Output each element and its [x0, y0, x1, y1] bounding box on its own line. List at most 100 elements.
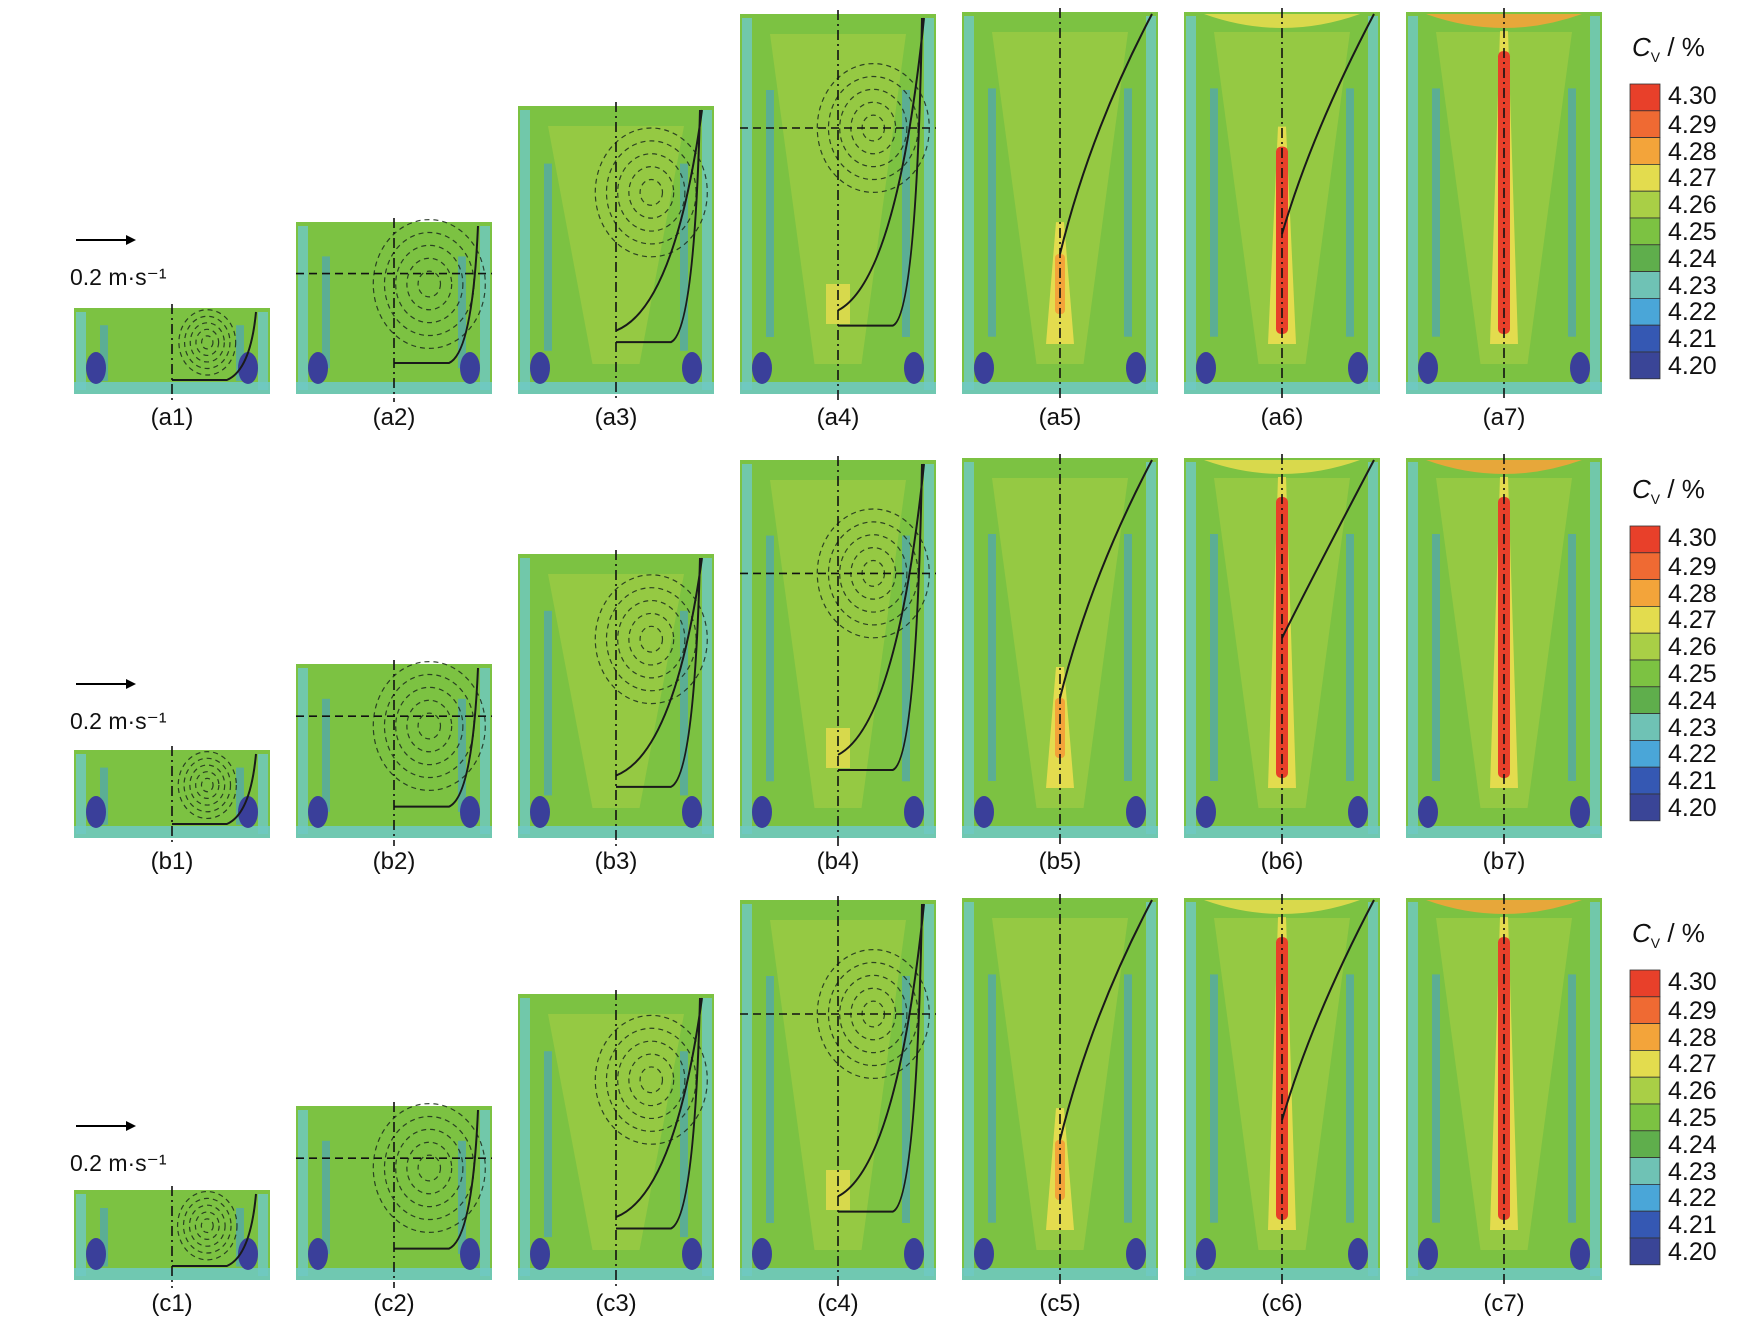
colorbar-tick-1-3: 4.27 [1668, 606, 1717, 635]
colorbar-swatch-1-5 [1629, 659, 1661, 688]
colorbar-tick-0-2: 4.28 [1668, 137, 1717, 166]
colorbar-swatch-2-0 [1629, 969, 1661, 998]
colorbar-tick-0-6: 4.24 [1668, 244, 1717, 273]
colorbar-swatch-2-2 [1629, 1023, 1661, 1051]
colorbar-tick-0-1: 4.29 [1668, 110, 1717, 139]
colorbar-swatch-2-8 [1629, 1184, 1661, 1212]
contour-panel-b7 [1406, 454, 1602, 846]
colorbar-swatch-2-7 [1629, 1157, 1661, 1185]
colorbar-tick-1-1: 4.29 [1668, 552, 1717, 581]
contour-panel-a4 [740, 10, 936, 402]
colorbar-swatch-2-5 [1629, 1103, 1661, 1132]
contour-panel-b2 [296, 660, 492, 846]
contour-panel-a5 [962, 8, 1158, 402]
panel-label-a3: (a3) [594, 404, 638, 431]
colorbar-swatch-0-6 [1629, 244, 1661, 273]
contour-panel-c7 [1406, 894, 1602, 1288]
colorbar-swatch-1-4 [1629, 632, 1661, 661]
colorbar-swatch-2-10 [1629, 1237, 1661, 1266]
contour-panel-b5 [962, 454, 1158, 846]
colorbar-tick-2-4: 4.26 [1668, 1077, 1717, 1106]
panel-label-c3: (c3) [595, 1290, 637, 1317]
colorbar-title-symbol: C [1632, 32, 1651, 62]
panel-label-b2: (b2) [372, 848, 416, 875]
scale-label-b: 0.2 m·s⁻¹ [70, 708, 167, 734]
contour-panel-c2 [296, 1102, 492, 1288]
colorbar-swatch-1-1 [1629, 552, 1661, 580]
colorbar-title-unit: / % [1660, 918, 1705, 948]
colorbar-swatch-0-1 [1629, 110, 1661, 139]
colorbar-swatch-0-10 [1629, 351, 1661, 380]
colorbar-title-unit: / % [1660, 32, 1705, 62]
colorbar-title-subscript: V [1650, 491, 1661, 507]
contour-panel-c3 [518, 990, 714, 1288]
colorbar-swatch-2-4 [1629, 1076, 1661, 1105]
colorbar-tick-0-3: 4.27 [1668, 164, 1717, 193]
panel-label-a1: (a1) [150, 404, 194, 431]
colorbar-swatch-1-3 [1629, 606, 1661, 634]
colorbar-tick-1-2: 4.28 [1668, 579, 1717, 608]
panel-label-b7: (b7) [1482, 848, 1526, 875]
colorbar-swatch-0-0 [1629, 83, 1661, 112]
colorbar-tick-0-10: 4.20 [1668, 352, 1717, 380]
contour-panel-b1 [74, 746, 270, 846]
contour-panel-b3 [518, 550, 714, 846]
panel-label-b5: (b5) [1038, 848, 1082, 875]
panel-label-c5: (c5) [1039, 1290, 1081, 1317]
contour-panel-b6 [1184, 454, 1380, 846]
colorbar-swatch-1-0 [1629, 525, 1661, 554]
colorbar-tick-1-0: 4.30 [1668, 524, 1717, 552]
colorbar-swatch-0-5 [1629, 217, 1661, 246]
colorbar-tick-0-9: 4.21 [1668, 325, 1717, 354]
colorbar-swatch-0-3 [1629, 163, 1661, 192]
colorbar-tick-2-8: 4.22 [1668, 1184, 1717, 1213]
panel-label-c7: (c7) [1483, 1290, 1525, 1317]
colorbar-tick-2-1: 4.29 [1668, 996, 1717, 1025]
colorbar-swatch-0-2 [1629, 137, 1661, 165]
colorbar-title-symbol: C [1632, 918, 1651, 948]
colorbar-swatch-0-4 [1629, 190, 1661, 219]
panel-label-b6: (b6) [1260, 848, 1304, 875]
colorbar-tick-1-5: 4.25 [1668, 660, 1717, 688]
colorbar-tick-1-4: 4.26 [1668, 633, 1717, 662]
contour-panel-a7 [1406, 8, 1602, 402]
contour-panel-c6 [1184, 894, 1380, 1288]
colorbar-swatch-1-8 [1629, 740, 1661, 768]
colorbar-tick-1-7: 4.23 [1668, 713, 1717, 742]
colorbar-tick-0-8: 4.22 [1668, 298, 1717, 327]
contour-panel-c4 [740, 896, 936, 1288]
panel-label-c4: (c4) [817, 1290, 859, 1317]
colorbar-title-symbol: C [1632, 474, 1651, 504]
contour-panel-c1 [74, 1186, 270, 1288]
panel-label-c1: (c1) [151, 1290, 193, 1317]
colorbar-tick-2-5: 4.25 [1668, 1104, 1717, 1132]
contour-panel-b4 [740, 456, 936, 846]
panel-label-a7: (a7) [1482, 404, 1526, 431]
colorbar-title-subscript: V [1650, 49, 1661, 65]
colorbar-swatch-2-6 [1629, 1130, 1661, 1159]
colorbar-title-0: CV / % [1632, 32, 1705, 65]
colorbar-swatch-1-10 [1629, 793, 1661, 822]
scale-label-c: 0.2 m·s⁻¹ [70, 1150, 167, 1176]
panel-label-a6: (a6) [1260, 404, 1304, 431]
colorbar-title-unit: / % [1660, 474, 1705, 504]
colorbar-swatch-1-6 [1629, 686, 1661, 714]
colorbar-tick-1-8: 4.22 [1668, 740, 1717, 769]
colorbar-swatch-1-9 [1629, 766, 1661, 795]
colorbar-swatch-2-1 [1629, 996, 1661, 1024]
colorbar-tick-2-10: 4.20 [1668, 1238, 1717, 1266]
scale-label-a: 0.2 m·s⁻¹ [70, 264, 167, 290]
colorbar-swatch-1-7 [1629, 713, 1661, 741]
panel-label-b4: (b4) [816, 848, 860, 875]
colorbar-tick-2-0: 4.30 [1668, 968, 1717, 996]
panel-label-a4: (a4) [816, 404, 860, 431]
colorbar-swatch-1-2 [1629, 579, 1661, 607]
colorbar-tick-0-7: 4.23 [1668, 271, 1717, 300]
colorbar-tick-2-3: 4.27 [1668, 1050, 1717, 1079]
panel-label-c6: (c6) [1261, 1290, 1303, 1317]
colorbar-swatch-2-3 [1629, 1050, 1661, 1078]
colorbar-tick-2-7: 4.23 [1668, 1157, 1717, 1186]
colorbar-tick-1-9: 4.21 [1668, 767, 1717, 796]
colorbar-title-2: CV / % [1632, 918, 1705, 951]
